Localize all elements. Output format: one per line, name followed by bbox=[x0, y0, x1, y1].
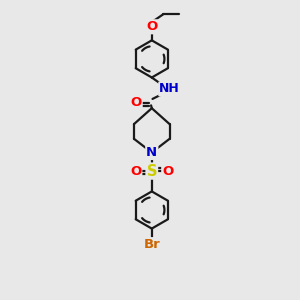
Text: N: N bbox=[146, 146, 157, 159]
Text: O: O bbox=[130, 96, 142, 109]
Text: Br: Br bbox=[143, 238, 160, 251]
Text: NH: NH bbox=[159, 82, 180, 95]
Text: O: O bbox=[162, 165, 173, 178]
Text: S: S bbox=[146, 164, 157, 178]
Text: O: O bbox=[130, 165, 141, 178]
Text: O: O bbox=[146, 20, 158, 33]
